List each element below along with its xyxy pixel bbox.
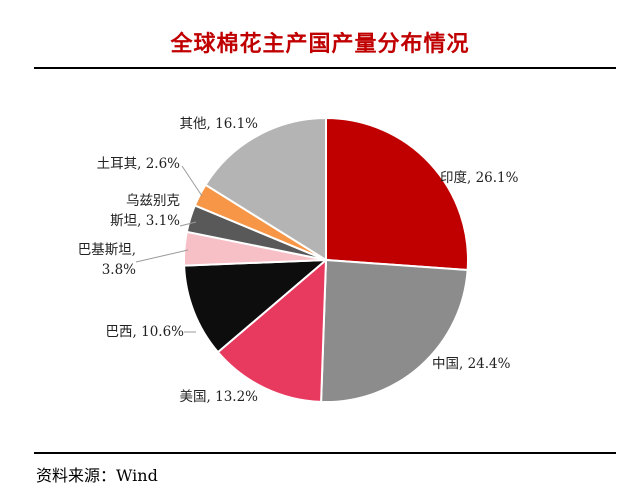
pie-slice-0 (325, 116, 469, 272)
slice-label-6: 土耳其, 2.6% (97, 156, 181, 172)
pie-slice-7 (204, 116, 327, 262)
leader-line-6 (181, 165, 203, 197)
slice-label-2: 美国, 13.2% (180, 389, 259, 405)
slice-label-0: 印度, 26.1% (440, 170, 519, 186)
pie-slice-2 (216, 257, 328, 403)
slice-label-1: 中国, 24.4% (432, 356, 511, 372)
bottom-rule (34, 452, 616, 454)
chart-title: 全球棉花主产国产量分布情况 (170, 32, 470, 57)
top-rule (34, 67, 616, 69)
pie-slice-1 (320, 258, 469, 403)
source-note: 资料来源：Wind (36, 466, 158, 485)
pie-slice-3 (183, 258, 329, 354)
slice-label-4: 巴基斯坦, 3.8% (78, 241, 136, 278)
slice-label-7: 其他, 16.1% (180, 116, 259, 132)
slice-label-5: 乌兹别克斯坦, 3.1% (110, 193, 180, 229)
leader-line-5 (179, 221, 197, 227)
leader-line-4 (135, 249, 189, 263)
slice-label-3: 巴西, 10.6% (106, 324, 185, 340)
